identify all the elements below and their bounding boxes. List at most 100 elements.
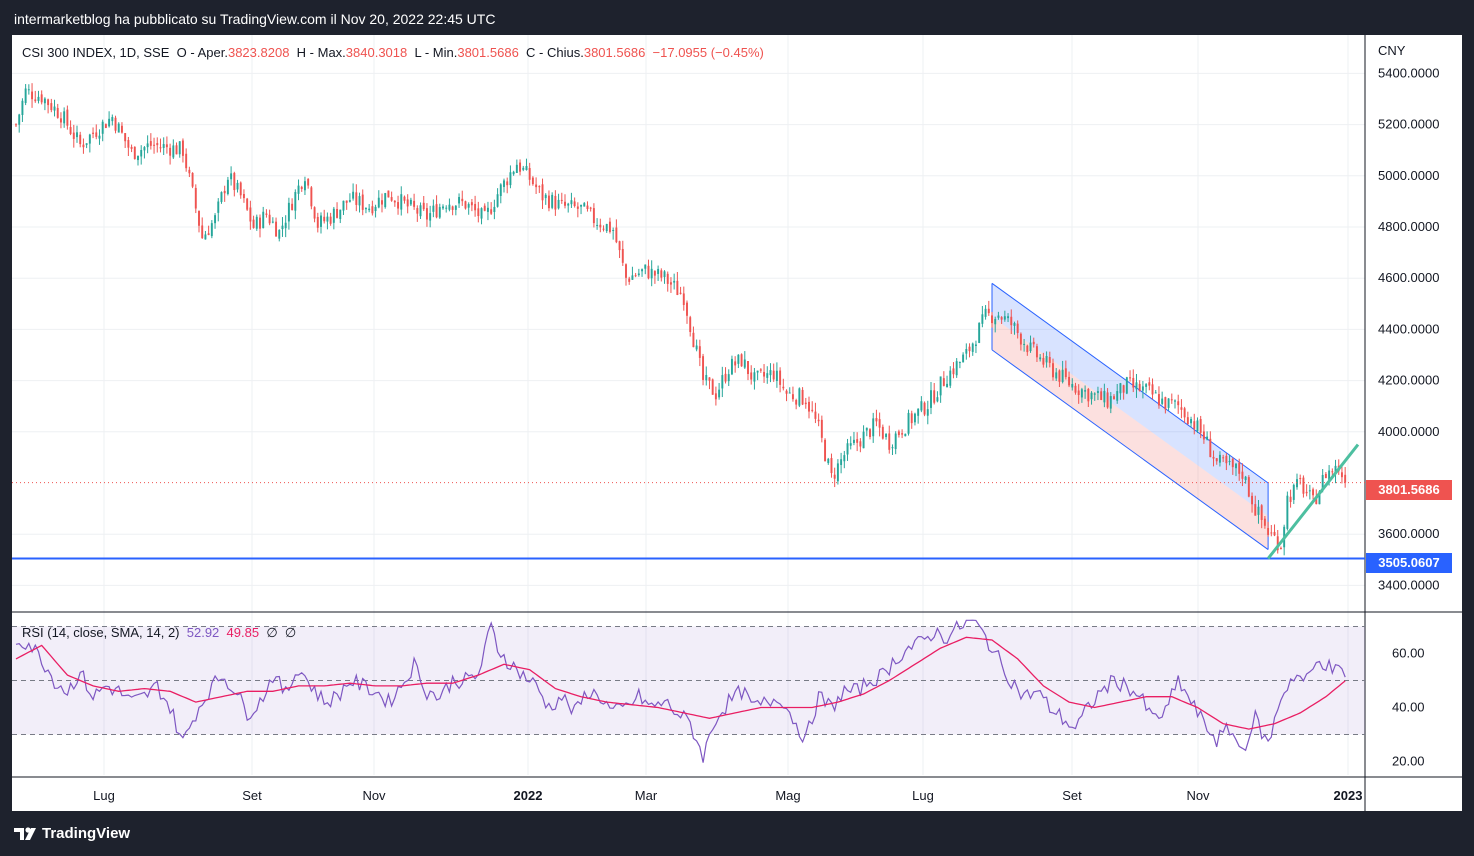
candle-body <box>695 345 698 350</box>
candle-body <box>393 200 396 203</box>
chart-frame[interactable]: 5400.0000 5200.0000 5000.0000 4800.0000 4600… <box>12 35 1462 811</box>
candle-body <box>201 225 204 239</box>
candle-body <box>342 200 345 211</box>
candle-body <box>1013 323 1016 326</box>
candle-body <box>409 199 412 205</box>
candle-body <box>483 205 486 211</box>
candle-body <box>872 418 875 437</box>
footer: TradingView <box>0 812 1474 856</box>
candle-body <box>124 133 127 142</box>
candle-body <box>1061 369 1064 383</box>
candle-body <box>82 144 85 148</box>
candle-body <box>682 293 685 305</box>
candle-body <box>801 389 804 405</box>
chart-canvas[interactable]: 5400.0000 5200.0000 5000.0000 4800.0000 4600… <box>12 35 1462 811</box>
candle-body <box>310 187 313 207</box>
candle-body <box>1148 382 1151 386</box>
price-tick-label: 4000.0000 <box>1378 424 1439 439</box>
candle-body <box>830 458 833 474</box>
candle-body <box>1344 474 1347 483</box>
candle-body <box>962 354 965 363</box>
candle-body <box>127 139 130 148</box>
candle-body <box>1164 397 1167 410</box>
time-tick-label: Nov <box>1186 788 1210 803</box>
candle-body <box>1170 399 1173 401</box>
candle-body <box>278 229 281 239</box>
candle-body <box>846 443 849 455</box>
candle-body <box>1308 490 1311 492</box>
candle-body <box>384 193 387 208</box>
candle-body <box>194 187 197 209</box>
candle-body <box>673 280 676 283</box>
currency-label: CNY <box>1378 43 1406 58</box>
candle-body <box>1023 343 1026 345</box>
candle-body <box>971 343 974 352</box>
candle-body <box>1019 333 1022 345</box>
candle-body <box>172 145 175 158</box>
candle-body <box>1215 458 1218 462</box>
candle-body <box>413 200 416 207</box>
rsi-tick-label: 60.00 <box>1392 646 1425 661</box>
candle-body <box>1257 506 1260 515</box>
candle-body <box>422 202 425 210</box>
low-label: Min. <box>432 45 458 60</box>
candle-body <box>178 141 181 155</box>
candle-body <box>583 203 586 207</box>
candle-body <box>596 224 599 226</box>
publish-header: intermarketblog ha pubblicato su Trading… <box>0 0 1474 35</box>
rsi-tick-label: 40.00 <box>1392 700 1425 715</box>
candle-body <box>15 124 17 126</box>
candle-body <box>910 413 913 424</box>
candle-body <box>1106 392 1109 408</box>
candle-body <box>849 443 852 446</box>
candle-body <box>159 147 162 149</box>
candle-body <box>519 162 522 172</box>
candle-body <box>734 361 737 366</box>
candle-body <box>515 164 518 174</box>
candle-body <box>1007 316 1010 319</box>
candle-body <box>965 349 968 354</box>
candle-body <box>323 216 326 222</box>
candle-body <box>1052 363 1054 378</box>
change-value: −17.0955 (−0.45%) <box>652 45 764 60</box>
candle-body <box>242 194 245 199</box>
candle-body <box>1180 407 1183 410</box>
candle-body <box>85 143 88 145</box>
candle-body <box>808 401 810 412</box>
candle-body <box>50 103 53 111</box>
candle-body <box>24 88 27 103</box>
candle-body <box>1212 456 1215 459</box>
candle-body <box>907 412 910 434</box>
candle-body <box>1010 316 1013 326</box>
candle-body <box>284 222 287 229</box>
candle-body <box>798 388 801 406</box>
candle-body <box>143 147 146 151</box>
candle-body <box>326 216 329 222</box>
candle-body <box>1299 478 1302 480</box>
candle-body <box>920 401 923 411</box>
candle-body <box>1273 531 1276 536</box>
low-l: L <box>414 45 422 60</box>
candle-body <box>974 344 977 346</box>
candle-body <box>560 199 563 201</box>
candle-body <box>621 248 624 263</box>
candle-body <box>641 269 644 272</box>
candle-body <box>480 208 483 219</box>
candle-body <box>1263 518 1266 526</box>
candle-body <box>185 153 188 169</box>
time-tick-label: Nov <box>362 788 386 803</box>
candle-body <box>1068 376 1071 386</box>
candle-body <box>117 123 120 133</box>
channel-lower-fill <box>992 316 1269 550</box>
candle-body <box>1238 462 1241 474</box>
candle-body <box>634 275 637 277</box>
candle-body <box>1087 389 1090 402</box>
candle-body <box>130 146 133 149</box>
candle-body <box>946 383 949 388</box>
candle-body <box>454 205 457 210</box>
candle-body <box>875 418 878 422</box>
candle-body <box>618 241 621 251</box>
candle-body <box>214 215 217 224</box>
candle-body <box>788 392 791 394</box>
candle-body <box>146 143 149 148</box>
